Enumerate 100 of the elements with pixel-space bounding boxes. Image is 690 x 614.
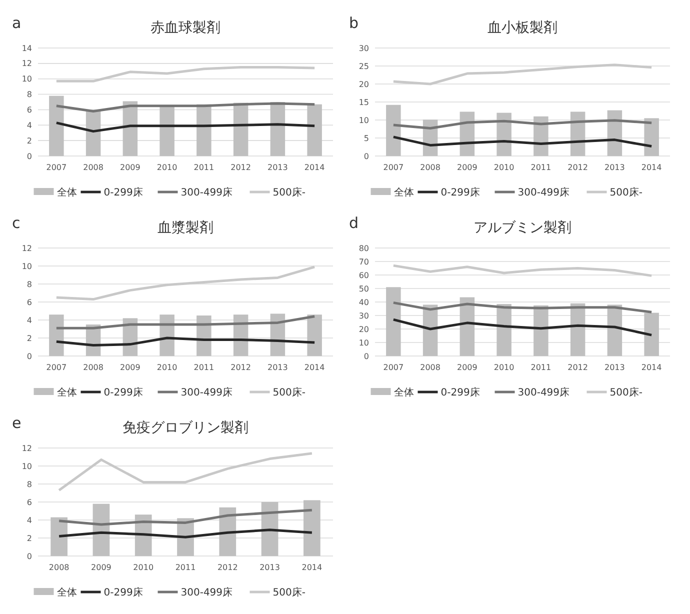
y-tick-label: 12 [22,59,32,68]
y-tick-label: 4 [26,516,32,525]
y-tick-label: 25 [358,62,369,71]
y-tick-label: 70 [358,257,369,266]
y-tick-label: 6 [26,106,32,115]
x-tick-label: 2012 [230,363,251,372]
bar [307,314,322,356]
y-tick-label: 10 [358,338,369,348]
bar [196,104,212,156]
legend-label: 500床- [610,386,643,398]
x-tick-label: 2010 [494,363,514,372]
y-tick-label: 14 [22,44,32,53]
y-tick-label: 30 [358,44,369,53]
legend-label: 500床- [272,586,306,598]
y-tick-label: 10 [22,262,32,271]
line-series [55,66,316,82]
line-series [55,102,316,113]
legend-label: 300-499床 [180,386,233,398]
legend-label: 500床- [272,186,306,198]
text: c [12,214,20,232]
x-tick-label: 2013 [260,563,280,572]
x-tick-label: 2009 [120,363,140,372]
x-tick-label: 2010 [156,363,178,372]
bar [496,304,512,356]
bar [386,287,401,356]
bar [49,96,64,156]
y-tick-label: 10 [22,74,32,84]
x-tick-label: 2013 [268,363,288,372]
y-tick-label: 40 [358,298,369,307]
x-tick-label: 2013 [604,363,625,372]
x-tick-label: 2014 [304,363,325,372]
bar [160,105,174,156]
x-tick-label: 2012 [568,363,588,372]
legend-label: 300-499床 [518,386,570,398]
line-series [58,452,314,492]
legend-label: 全体 [56,586,77,598]
x-tick-label: 2009 [457,363,478,372]
y-tick-label: 8 [26,480,32,489]
line-series [392,301,653,314]
y-tick-label: 10 [22,462,32,471]
y-tick-label: 60 [358,270,369,280]
x-tick-label: 2010 [133,563,154,572]
y-tick-label: 0 [26,152,32,161]
x-tick-label: 2008 [420,363,440,372]
bar [386,104,401,156]
bar [644,118,659,156]
x-tick-label: 2014 [302,563,322,572]
y-tick-label: 6 [26,298,32,307]
bar [307,104,322,156]
chart-title: アルブミン製剤 [474,220,572,236]
bar [50,517,68,556]
line-series [392,264,653,277]
line-series [55,315,316,330]
x-tick-label: 2012 [230,163,251,172]
legend-label: 0-299床 [440,386,480,398]
legend-label: 全体 [56,386,77,398]
x-tick-label: 2009 [457,163,478,172]
x-tick-label: 2008 [83,163,104,172]
x-tick-label: 2010 [494,163,514,172]
chart-title: 免疫グロブリン製剤 [122,420,248,436]
line-series [392,64,653,86]
text: e [12,414,22,432]
x-tick-label: 2014 [641,163,662,172]
legend-label: 300-499床 [180,586,233,598]
x-tick-label: 2007 [383,363,404,372]
text: d [349,214,359,232]
line-series [55,122,316,133]
y-tick-label: 2 [26,334,32,343]
legend-label: 0-299床 [440,186,480,198]
y-tick-label: 30 [358,311,369,320]
x-tick-label: 2008 [420,163,440,172]
y-tick-label: 50 [358,284,369,294]
y-tick-label: 4 [26,316,32,325]
x-tick-label: 2012 [568,163,588,172]
x-tick-label: 2008 [48,563,70,572]
y-tick-label: 20 [358,324,369,334]
legend-label: 500床- [610,186,643,198]
bar [304,500,320,556]
y-tick-label: 2 [26,136,32,146]
legend-label: 0-299床 [104,386,143,398]
text: b [349,14,359,32]
y-tick-label: 12 [22,444,32,453]
line-series [55,266,316,301]
y-tick-label: 0 [26,552,32,561]
x-tick-label: 2007 [46,363,67,372]
x-tick-label: 2011 [194,363,214,372]
x-tick-label: 2014 [641,363,662,372]
x-tick-label: 2011 [194,163,214,172]
y-tick-label: 80 [358,244,369,253]
y-tick-label: 0 [364,152,369,161]
x-tick-label: 2011 [175,563,196,572]
legend-label: 全体 [394,386,414,398]
line-series [392,136,653,148]
y-tick-label: 15 [358,98,369,107]
line-series [392,318,653,336]
chart-title: 血小板製剤 [488,20,558,36]
y-tick-label: 6 [26,498,32,507]
legend-label: 0-299床 [104,586,143,598]
x-tick-label: 2013 [604,163,625,172]
x-tick-label: 2010 [156,163,178,172]
